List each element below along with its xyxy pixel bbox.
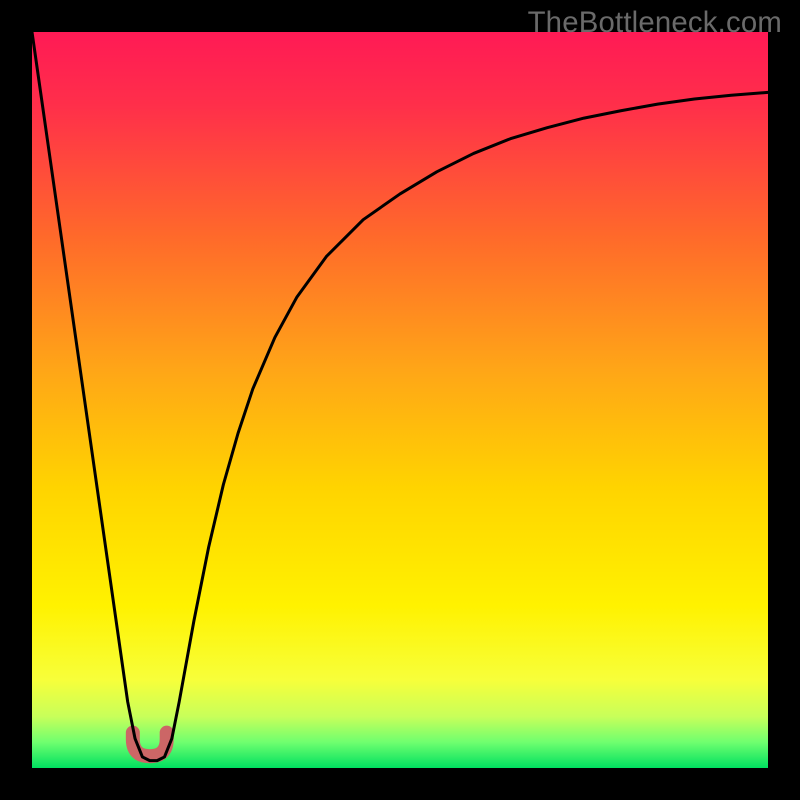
bottleneck-chart bbox=[0, 0, 800, 800]
watermark-text: TheBottleneck.com bbox=[528, 6, 782, 40]
chart-background bbox=[32, 32, 768, 768]
chart-container: TheBottleneck.com bbox=[0, 0, 800, 800]
